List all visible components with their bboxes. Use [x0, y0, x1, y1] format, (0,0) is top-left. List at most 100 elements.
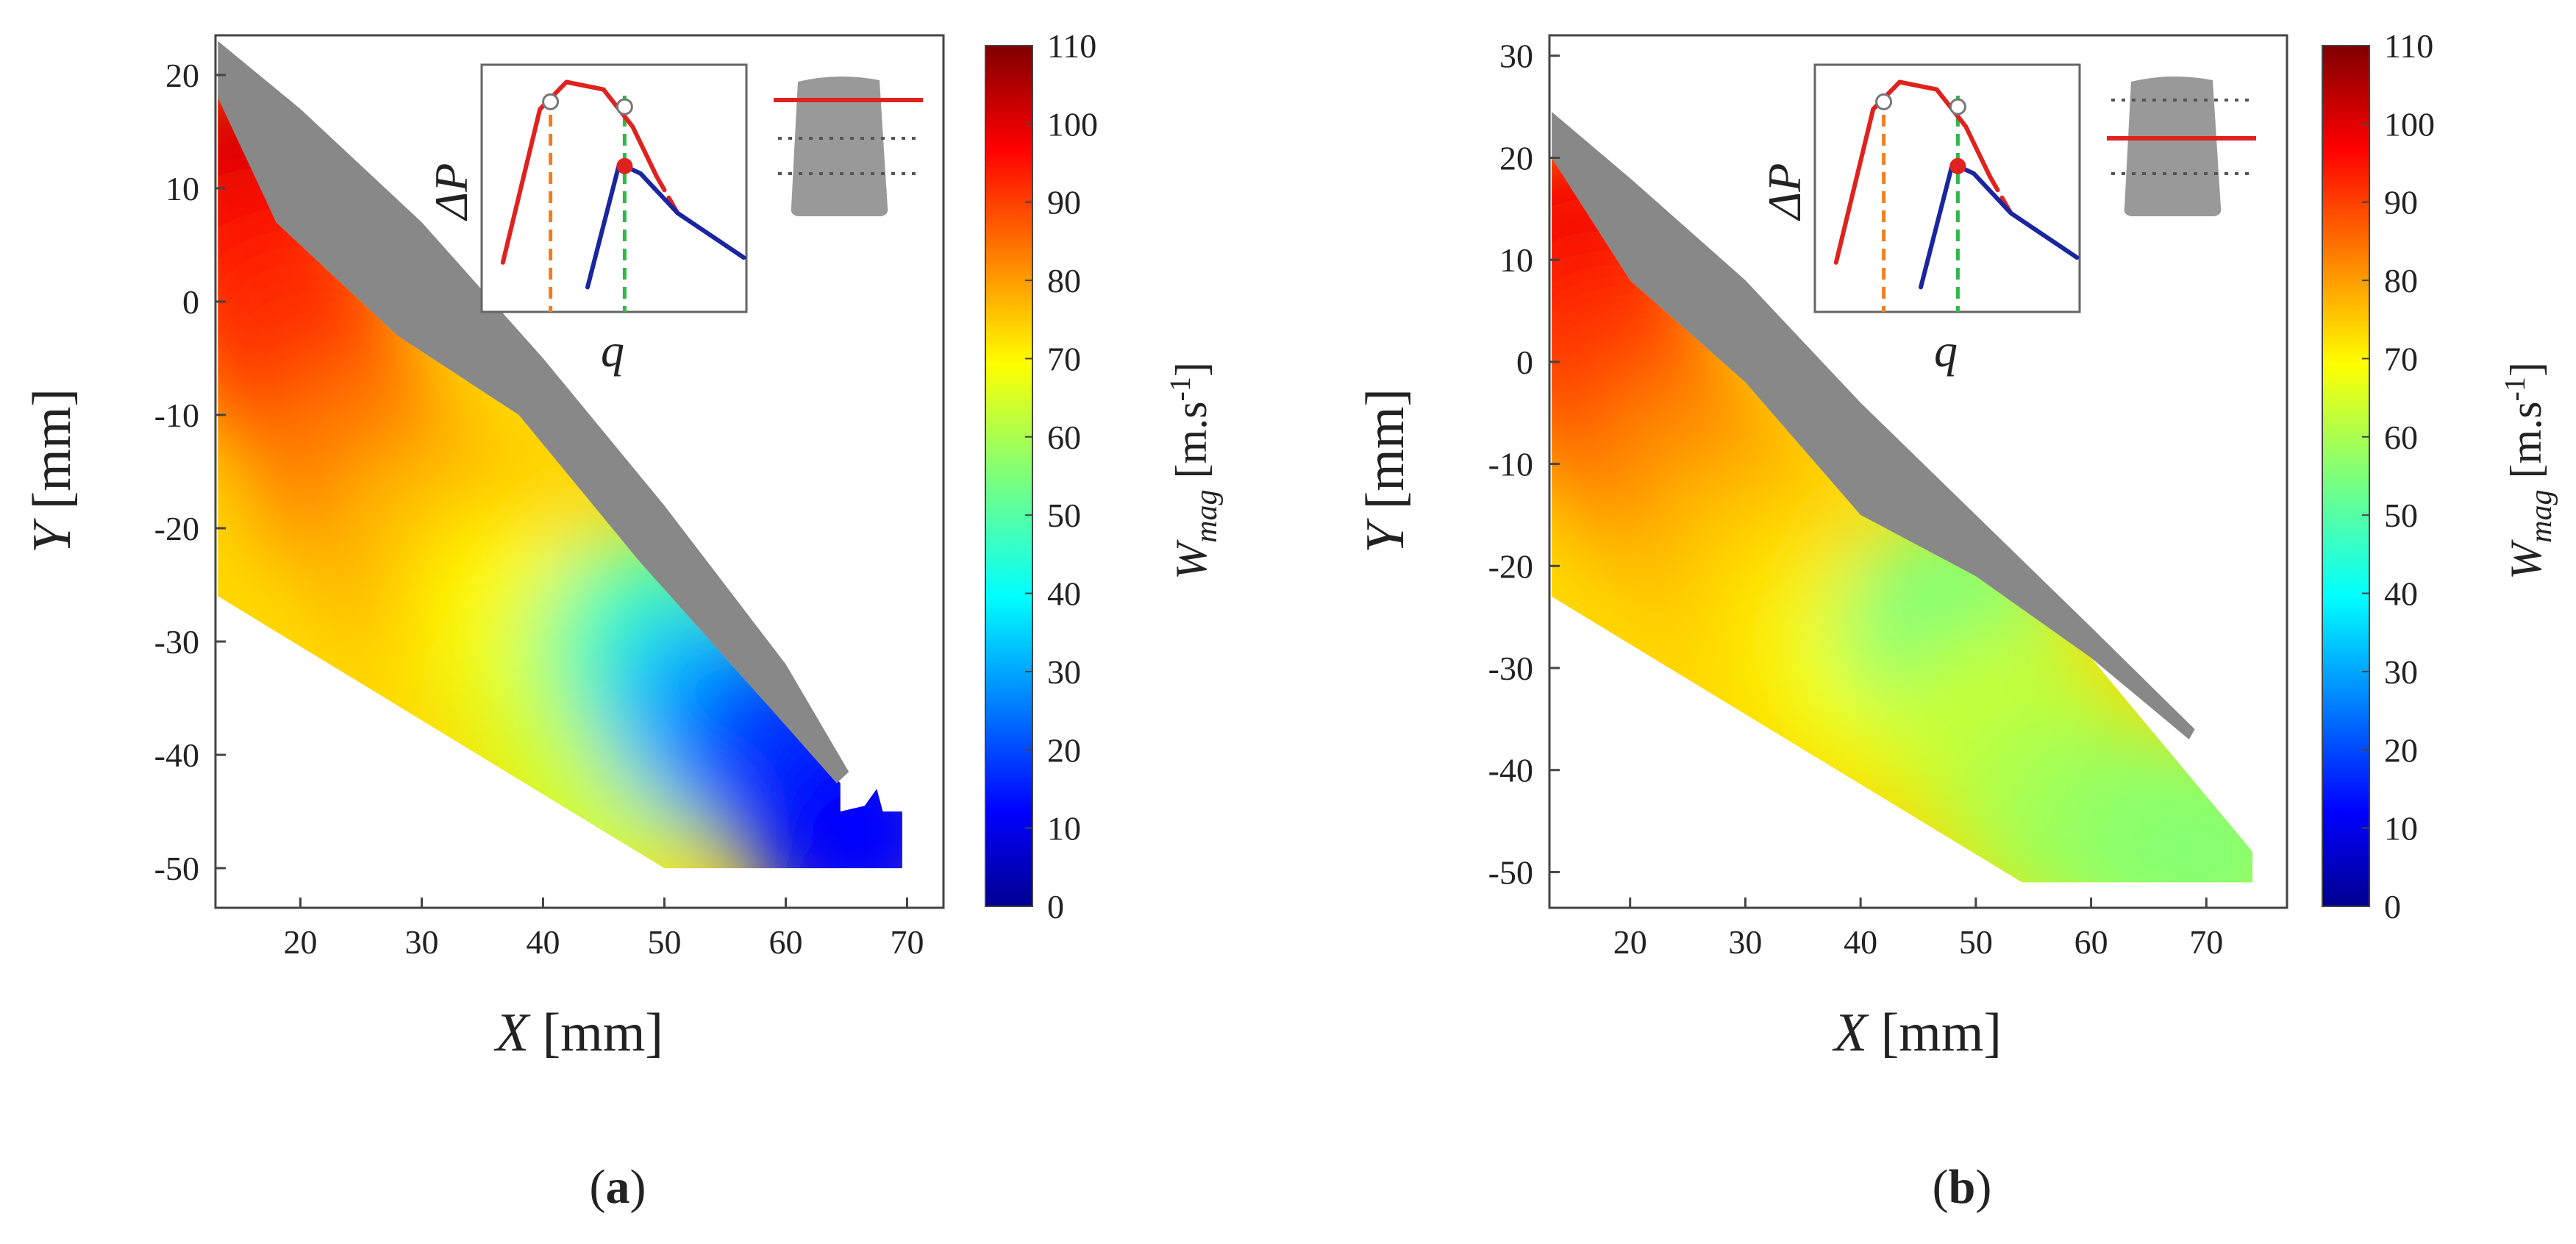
cb-tick-label-a-80: 80 [1047, 262, 1081, 299]
inset-x-label-a: q [601, 324, 624, 377]
blade-profile-a [218, 40, 849, 783]
field-sample-b-11 [2096, 741, 2252, 883]
y-tick-label-b-10: 10 [1499, 241, 1533, 279]
cb-tick-label-a-60: 60 [1047, 419, 1081, 456]
cb-tick-label-b-40: 40 [2384, 575, 2418, 613]
inset-marker-a-2 [616, 157, 633, 174]
panel-label-a: (a) [590, 1160, 646, 1214]
cb-tick-label-a-70: 70 [1047, 340, 1081, 377]
y-axis-ticks-b: 30 20 10 0 -10 -20 -30 -40 -50 [1488, 38, 1560, 891]
colorbar-label-a: Wmag [m.s-1] [1163, 362, 1224, 580]
cb-tick-label-b-110: 110 [2384, 27, 2433, 65]
y-tick-label-a-0: 0 [182, 283, 199, 321]
x-axis-label-a: X [mm] [493, 1003, 663, 1063]
y-tick-label-b--40: -40 [1488, 752, 1533, 789]
inset-marker-a-1 [616, 98, 633, 115]
x-tick-label-a-50: 50 [648, 923, 682, 961]
cb-tick-label-a-50: 50 [1047, 497, 1081, 534]
panel-label-b: (b) [1933, 1160, 1992, 1214]
x-tick-label-b-40: 40 [1844, 923, 1877, 961]
y-tick-label-b-0: 0 [1516, 344, 1533, 381]
inset-curve-stage-lower-a [585, 161, 746, 290]
cb-tick-label-b-20: 20 [2384, 731, 2418, 769]
y-axis-label-a: Y [mm] [22, 388, 82, 553]
inset-y-label-b: ΔP [1758, 163, 1810, 222]
inset-marker-b-2 [1949, 157, 1966, 174]
y-tick-label-a--50: -50 [154, 850, 199, 887]
cb-tick-label-a-90: 90 [1047, 184, 1081, 221]
inset-curves-b [1833, 79, 2080, 312]
cb-tick-label-b-30: 30 [2384, 653, 2418, 691]
colorbar-label-b: Wmag [m.s-1] [2498, 362, 2558, 580]
x-axis-ticks-b: 20 30 40 50 60 70 [1613, 898, 2223, 961]
field-sample-a-12 [748, 723, 902, 869]
x-tick-label-b-60: 60 [2074, 923, 2108, 961]
y-axis-label-b: Y [mm] [1355, 388, 1416, 553]
inset-marker-a-0 [542, 93, 560, 110]
x-tick-label-b-20: 20 [1613, 923, 1647, 961]
cb-tick-label-a-110: 110 [1047, 27, 1096, 65]
blade-span-shape-b [2124, 76, 2222, 216]
blade-span-shape-a [791, 76, 888, 216]
cb-tick-label-a-0: 0 [1047, 888, 1064, 925]
x-axis-ticks-a: 20 30 40 50 60 70 [284, 898, 924, 961]
x-tick-label-a-40: 40 [527, 923, 560, 961]
cb-tick-label-b-50: 50 [2384, 497, 2418, 534]
y-tick-label-a--40: -40 [154, 736, 199, 774]
inset-x-label-b: q [1934, 324, 1958, 377]
y-tick-label-b-30: 30 [1499, 38, 1533, 75]
cb-tick-label-b-70: 70 [2384, 340, 2418, 377]
blade-profile-b [1552, 112, 2195, 740]
x-tick-label-b-50: 50 [1959, 923, 1993, 961]
y-tick-label-a--30: -30 [154, 623, 199, 661]
inset-marker-b-1 [1949, 98, 1966, 115]
cb-tick-label-b-60: 60 [2384, 419, 2418, 456]
y-tick-label-a-20: 20 [165, 57, 199, 94]
cb-tick-label-a-100: 100 [1047, 105, 1098, 143]
inset-curve-stage-upper-b [1833, 79, 1992, 265]
y-tick-label-a--20: -20 [154, 510, 199, 547]
cb-tick-label-b-100: 100 [2384, 105, 2435, 143]
inset-y-label-a: ΔP [425, 163, 477, 222]
plot-frame-b [1548, 34, 2288, 909]
cb-tick-label-a-20: 20 [1047, 731, 1081, 769]
x-tick-label-b-70: 70 [2189, 923, 2223, 961]
y-tick-label-b--30: -30 [1488, 650, 1533, 687]
x-tick-label-b-30: 30 [1728, 923, 1762, 961]
y-tick-label-b--20: -20 [1488, 547, 1533, 585]
cb-tick-label-a-10: 10 [1047, 810, 1081, 847]
y-tick-label-b--10: -10 [1488, 446, 1533, 483]
inset-marker-b-0 [1875, 93, 1893, 110]
x-axis-label-b: X [mm] [1832, 1003, 2002, 1063]
cb-tick-label-b-0: 0 [2384, 888, 2401, 925]
cb-tick-label-b-90: 90 [2384, 184, 2418, 221]
y-tick-label-a-10: 10 [165, 170, 199, 207]
x-tick-label-a-20: 20 [284, 923, 318, 961]
y-tick-label-b--50: -50 [1488, 853, 1533, 891]
y-tick-label-b-20: 20 [1499, 139, 1533, 177]
colorbar-gradient-b [2322, 45, 2370, 907]
inset-curves-a [500, 79, 746, 312]
cb-tick-label-b-80: 80 [2384, 262, 2418, 299]
plot-frame-a [214, 34, 945, 909]
x-tick-label-a-60: 60 [769, 923, 803, 961]
span-position-icon-b [2107, 76, 2256, 216]
inset-curve-stage-upper-a [500, 79, 659, 265]
inset-chart-a: ΔP q [425, 63, 748, 377]
x-tick-label-a-70: 70 [891, 923, 924, 961]
span-position-icon-a [774, 76, 923, 216]
y-axis-ticks-a: 20 10 0 -10 -20 -30 -40 -50 [154, 57, 226, 887]
cb-tick-label-b-10: 10 [2384, 810, 2418, 847]
x-tick-label-a-30: 30 [405, 923, 439, 961]
inset-chart-b: ΔP q [1758, 63, 2081, 377]
cb-tick-label-a-30: 30 [1047, 653, 1081, 691]
inset-curve-stage-lower-b [1919, 161, 2080, 290]
colorbar-gradient-a [985, 45, 1033, 907]
